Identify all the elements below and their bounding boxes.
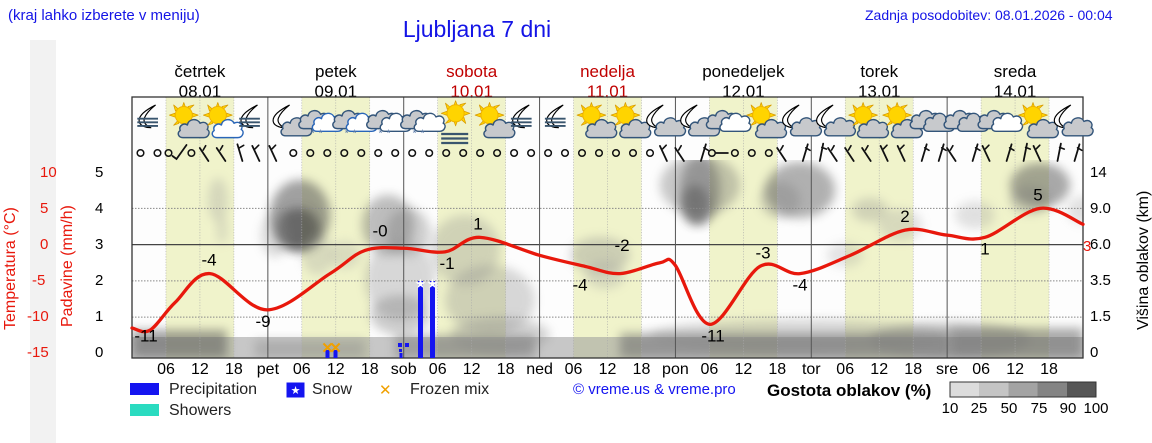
svg-text:06: 06: [701, 361, 719, 378]
svg-text:18: 18: [225, 361, 243, 378]
svg-text:Snow: Snow: [312, 381, 352, 398]
svg-text:90: 90: [1060, 400, 1077, 417]
svg-text:1: 1: [980, 239, 989, 258]
svg-text:100: 100: [1083, 400, 1108, 417]
svg-text:50: 50: [1001, 400, 1018, 417]
svg-text:10: 10: [942, 400, 959, 417]
svg-text:1: 1: [473, 214, 482, 233]
svg-text:06: 06: [565, 361, 583, 378]
svg-text:25: 25: [971, 400, 988, 417]
svg-text:tor: tor: [802, 361, 821, 378]
svg-text:★: ★: [291, 385, 301, 397]
svg-text:sre: sre: [936, 361, 958, 378]
svg-text:12: 12: [327, 361, 345, 378]
svg-text:-4: -4: [201, 251, 216, 270]
svg-text:18: 18: [1040, 361, 1058, 378]
svg-text:-11: -11: [134, 326, 157, 345]
svg-text:12: 12: [463, 361, 481, 378]
svg-text:06: 06: [972, 361, 990, 378]
svg-text:12: 12: [599, 361, 617, 378]
svg-text:-3: -3: [755, 243, 770, 262]
svg-text:sob: sob: [391, 361, 417, 378]
svg-text:pet: pet: [257, 361, 280, 378]
svg-text:-2: -2: [614, 236, 629, 255]
svg-text:18: 18: [904, 361, 922, 378]
svg-text:★: ★: [427, 276, 439, 291]
svg-text:-9: -9: [255, 312, 270, 331]
svg-text:-11: -11: [701, 326, 724, 345]
svg-text:5: 5: [1033, 185, 1042, 204]
svg-text:12: 12: [1006, 361, 1024, 378]
svg-text:75: 75: [1031, 400, 1048, 417]
svg-text:Frozen mix: Frozen mix: [410, 381, 489, 398]
svg-text:✕: ✕: [379, 382, 392, 399]
svg-text:✕: ✕: [329, 340, 342, 357]
svg-text:06: 06: [429, 361, 447, 378]
svg-text:★: ★: [415, 276, 427, 291]
svg-text:18: 18: [768, 361, 786, 378]
svg-text:-0: -0: [372, 222, 387, 241]
svg-text:12: 12: [870, 361, 888, 378]
svg-text:18: 18: [361, 361, 379, 378]
svg-text:pon: pon: [662, 361, 689, 378]
svg-text:-1: -1: [439, 254, 454, 273]
svg-text:-4: -4: [792, 276, 807, 295]
svg-text:2: 2: [900, 207, 909, 226]
svg-text:ned: ned: [526, 361, 553, 378]
svg-text:12: 12: [735, 361, 753, 378]
svg-text:Precipitation: Precipitation: [169, 381, 257, 398]
svg-text:18: 18: [497, 361, 515, 378]
svg-text:06: 06: [293, 361, 311, 378]
svg-text:Showers: Showers: [169, 402, 231, 419]
svg-text:06: 06: [836, 361, 854, 378]
svg-text:Gostota oblakov (%): Gostota oblakov (%): [767, 381, 931, 400]
svg-text:© vreme.us & vreme.pro: © vreme.us & vreme.pro: [573, 381, 736, 398]
svg-text:-4: -4: [572, 276, 587, 295]
svg-text:18: 18: [633, 361, 651, 378]
svg-text:12: 12: [191, 361, 209, 378]
svg-text:06: 06: [157, 361, 175, 378]
